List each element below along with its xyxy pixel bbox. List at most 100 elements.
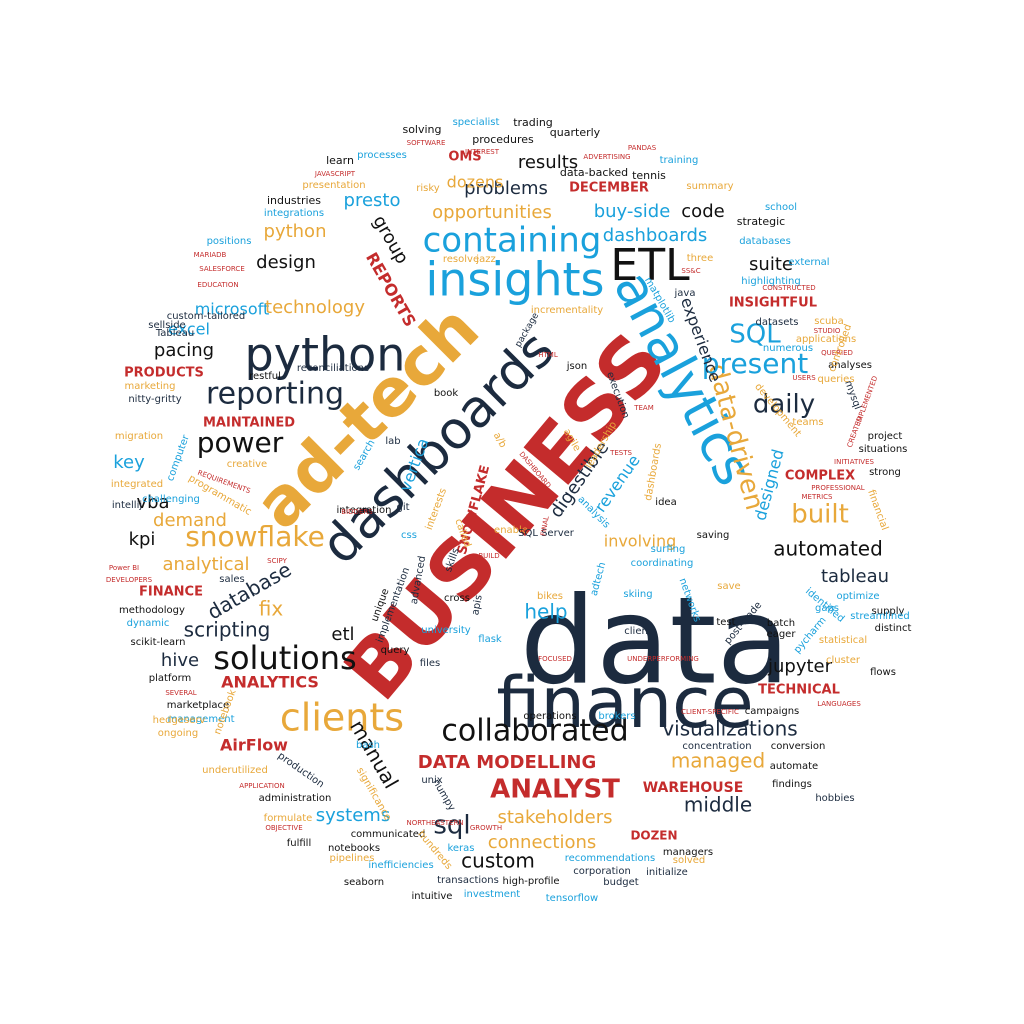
word-cloud-word: client [624,626,652,637]
word-cloud-word: technology [265,297,365,318]
word-cloud-word: tennis [632,169,666,182]
word-cloud-word: statistical [819,635,867,646]
word-cloud-word: scikit-learn [131,637,186,648]
word-cloud-word: etl [331,624,354,645]
word-cloud-word: surfing [651,544,686,555]
word-cloud-word: analyses [828,360,872,371]
word-cloud-word: containing [423,221,602,261]
word-cloud-word: DEVELOPERS [106,576,153,584]
word-cloud-word: findings [772,779,812,790]
word-cloud-word: budget [603,877,639,888]
word-cloud-word: pipelines [330,853,375,864]
word-cloud-word: bash [356,740,380,751]
word-cloud-word: batch [767,618,795,629]
word-cloud-word: python [245,328,406,382]
word-cloud-word: DATA MODELLING [418,752,596,773]
word-cloud-word: management [168,714,235,725]
word-cloud-word: nitty-gritty [128,394,181,405]
word-cloud-word: initialize [646,867,688,878]
word-cloud-word: operations [523,711,576,722]
word-cloud-word: SCIPY [267,557,287,565]
word-cloud-word: pacing [154,340,214,361]
word-cloud-word: trading [513,116,553,129]
word-cloud-word: analytical [162,554,249,575]
word-cloud-word: opportunities [432,202,552,223]
word-cloud-word: enable [494,525,528,536]
word-cloud-word: keras [447,843,474,854]
word-cloud-word: managers [663,847,713,858]
word-cloud-word: industries [267,194,321,207]
word-cloud-word: NORTHEASTERN [406,819,463,827]
word-cloud-word: intellij [112,500,142,511]
word-cloud-word: clients [280,696,404,740]
word-cloud-word: cluster [826,655,861,666]
word-cloud-word: AirFlow [220,736,288,755]
word-cloud-word: supply [872,606,905,617]
word-cloud-word: query [381,645,410,656]
word-cloud-word: unix [421,775,442,786]
word-cloud-word: external [788,257,829,268]
word-cloud-word: APPLICATION [239,782,284,790]
word-cloud-word: finance [496,662,753,744]
word-cloud-word: TEAM [633,404,654,412]
word-cloud-word: corporation [573,866,631,877]
word-cloud-word: ongoing [158,728,198,739]
word-cloud-word: SEVERAL [165,689,196,697]
word-cloud-word: resolve [443,254,479,265]
word-cloud-word: PANDAS [628,144,657,152]
word-cloud-word: distinct [875,623,912,634]
word-cloud-word: procedures [472,133,534,146]
word-cloud-word: INTEREST [465,148,500,156]
word-cloud-word: three [687,253,713,264]
word-cloud-word: key [113,452,145,473]
word-cloud-word: PROFESSIONAL [811,484,865,492]
word-cloud-word: EDUCATION [197,281,238,289]
word-cloud-word: java [674,288,696,299]
word-cloud-word: managed [671,749,765,773]
word-cloud-word: positions [207,236,252,247]
word-cloud-word: CLIENT-SPECIFIC [681,708,739,716]
word-cloud-word: insights [425,253,604,307]
word-cloud-word: lab [385,436,400,447]
word-cloud-word: METRICS [802,493,834,501]
word-cloud-word: ETL [610,240,690,291]
word-cloud-word: built [791,500,849,530]
word-cloud-word: stakeholders [497,807,612,828]
word-cloud-word: seaborn [344,877,384,888]
word-cloud-word: numerous [763,343,813,354]
word-cloud-word: STUDIO [814,327,841,335]
word-cloud-word: JAVASCRIPT [314,170,356,178]
word-cloud-word: integrations [264,208,324,219]
word-cloud-word: UNDERPERFORMING [627,655,699,663]
word-cloud-word: tableau [821,566,889,587]
word-cloud-word: teams [792,417,823,428]
word-cloud-word: idea [655,497,676,508]
word-cloud-word: FINAL [539,515,550,536]
word-cloud-word: kpi [129,529,156,550]
word-cloud-word: marketplace [167,700,229,711]
word-cloud-word: test [716,617,735,628]
word-cloud-word: creative [227,459,267,470]
word-cloud-word: WAREHOUSE [643,780,744,796]
word-cloud-word: HTML [538,351,558,359]
word-cloud-word: databases [739,236,791,247]
word-cloud-word: OMS [448,150,481,165]
word-cloud-word: conversion [771,741,826,752]
word-cloud-word: MAINTAINED [203,416,295,431]
word-cloud-word: formulate [264,813,313,824]
word-cloud-word: apis [470,594,484,616]
word-cloud-word: BIDDERS [341,508,373,516]
word-cloud-word: applications [796,334,856,345]
word-cloud-word: reporting [206,377,344,412]
word-cloud-word: code [681,201,724,222]
word-cloud-word: save [717,581,740,592]
word-cloud-word: dashboards [603,225,708,246]
word-cloud-word: saving [697,530,730,541]
word-cloud-word: financial [865,488,890,532]
word-cloud-word: connections [488,832,597,853]
word-cloud-word: json [566,361,587,372]
word-cloud-word: automate [770,761,818,772]
word-cloud-word: risky [416,183,440,194]
word-cloud-word: systems [316,805,390,826]
